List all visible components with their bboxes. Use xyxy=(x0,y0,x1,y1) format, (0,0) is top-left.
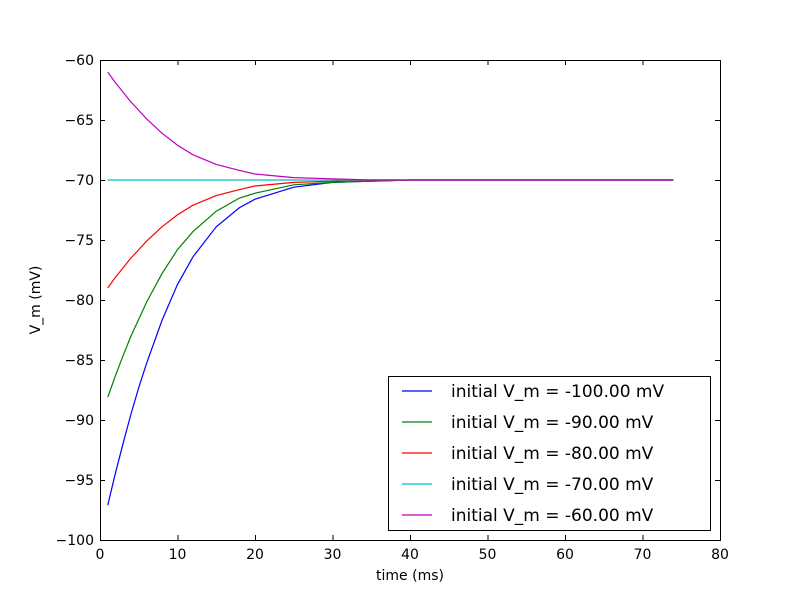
x-axis-label: time (ms) xyxy=(376,568,444,584)
y-tick-label: −90 xyxy=(64,413,94,429)
series-line-1 xyxy=(107,179,674,398)
legend-label-4: initial V_m = -60.00 mV xyxy=(451,506,654,526)
y-tick-label: −85 xyxy=(64,353,94,369)
x-tick-label: 80 xyxy=(711,547,729,563)
legend-label-3: initial V_m = -70.00 mV xyxy=(451,475,654,495)
x-tick-label: 10 xyxy=(169,547,187,563)
legend-label-0: initial V_m = -100.00 mV xyxy=(451,382,664,402)
x-tick-label: 50 xyxy=(479,547,497,563)
x-tick-label: 60 xyxy=(556,547,574,563)
legend: initial V_m = -100.00 mV initial V_m = -9… xyxy=(388,376,711,531)
y-tick-label: −65 xyxy=(64,113,94,129)
y-axis-label: V_m (mV) xyxy=(28,266,44,335)
x-tick-label: 70 xyxy=(634,547,652,563)
series-layer xyxy=(107,71,674,506)
legend-box xyxy=(388,376,711,531)
x-tick-label: 20 xyxy=(246,547,264,563)
y-tick-label: −95 xyxy=(64,473,94,489)
ticks-layer: 0 10 20 30 40 50 60 70 80 −100 −95 −90 −85 −80 −75 −70 −… xyxy=(56,53,729,563)
x-tick-label: 40 xyxy=(401,547,419,563)
x-tick-label: 30 xyxy=(324,547,342,563)
legend-label-1: initial V_m = -90.00 mV xyxy=(451,413,654,433)
y-tick-label: −80 xyxy=(64,293,94,309)
series-line-4 xyxy=(107,71,674,181)
x-tick-label: 0 xyxy=(96,547,105,563)
y-tick-label: −100 xyxy=(56,533,94,549)
legend-label-2: initial V_m = -80.00 mV xyxy=(451,444,654,464)
y-tick-label: −70 xyxy=(64,173,94,189)
y-tick-label: −60 xyxy=(64,53,94,69)
series-line-2 xyxy=(107,179,674,289)
y-tick-label: −75 xyxy=(64,233,94,249)
